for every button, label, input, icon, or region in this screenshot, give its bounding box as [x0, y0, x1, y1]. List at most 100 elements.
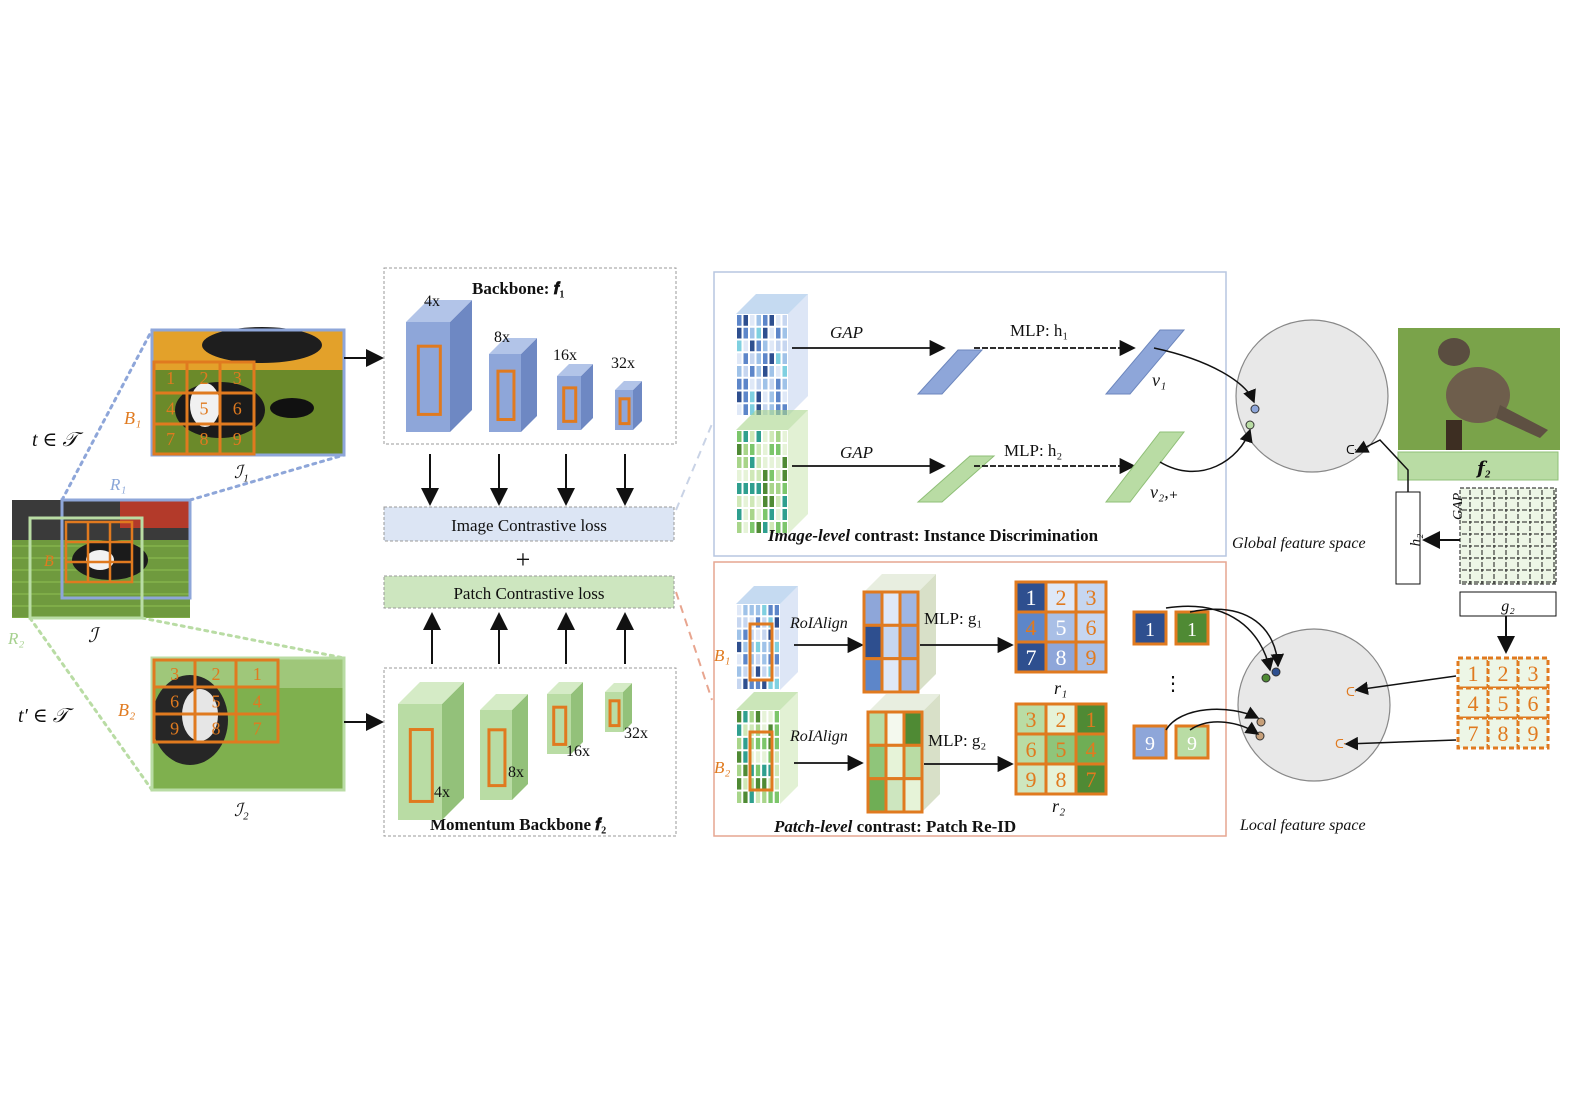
green-feature-map	[736, 410, 808, 534]
patch-green-cell	[749, 778, 754, 790]
pair-bottom-number: 9	[1145, 733, 1155, 755]
patch-green-cell	[762, 751, 767, 763]
small-b-label: B	[44, 553, 54, 570]
patch-blue-cell	[743, 678, 748, 689]
green-map-cell	[756, 470, 761, 481]
top-block-16x-top	[557, 364, 593, 376]
view2-grid-number: 1	[253, 664, 262, 684]
roi-blue-cell	[880, 590, 902, 627]
patch-level-caption-rest: contrast: Patch Re-ID	[852, 817, 1016, 836]
blue-map-cell	[769, 366, 774, 377]
bottom-block-8x-roi	[487, 728, 507, 788]
patch-blue-cell	[762, 629, 767, 640]
view1-grid-numbers: 1 2 3 4 5 6 7 8 9	[166, 368, 242, 449]
bottom-block-16x-top	[547, 682, 583, 694]
backbone-top-blocks: 4x 8x 16x 32x	[406, 293, 642, 432]
blue-map-cell	[776, 340, 781, 352]
patch-green-roi	[748, 730, 774, 792]
original-image: B	[12, 498, 192, 620]
patch-blue-cell	[774, 629, 779, 640]
local-grid-number: 2	[1498, 661, 1509, 686]
green-map-cell	[750, 457, 755, 468]
blue-feature-map	[736, 294, 808, 416]
roi-blue-cell	[898, 590, 920, 627]
boxes2-label: B₂	[118, 700, 135, 720]
blue-map-cell	[756, 327, 761, 339]
mlp-g2-label: MLP: g₂	[928, 731, 986, 750]
patch-blue-cell	[762, 654, 767, 665]
patch-blue-cell	[743, 605, 748, 616]
view1-grid-number: 8	[199, 429, 208, 449]
patch-green-cell	[749, 737, 754, 750]
patch-blue-cell	[768, 678, 773, 689]
local-space-label: Local feature space	[1239, 817, 1366, 834]
local-grid: 1 2 3 4 5 6 7 8 9	[1456, 656, 1550, 750]
pair-top-cell	[1132, 610, 1168, 646]
local-grid-number: 6	[1528, 691, 1539, 716]
patch-blue-cell	[762, 678, 767, 689]
blue-map-cell	[776, 353, 781, 364]
r2-number: 4	[1086, 737, 1097, 762]
blue-map-cell	[743, 340, 748, 352]
r1-number: 3	[1086, 585, 1097, 610]
blue-map-cell	[763, 327, 768, 339]
bottom-block-8x-side	[512, 694, 528, 800]
patch-blue-cell	[749, 617, 754, 628]
gap-right-label: GAP	[1451, 492, 1466, 520]
patch-loss-label: Patch Contrastive loss	[453, 584, 604, 603]
patch-green-cell	[755, 764, 761, 777]
patch-green-top	[736, 692, 798, 710]
r2-number: 9	[1026, 767, 1037, 792]
patch-green-cell	[762, 791, 767, 803]
blue-map-cell	[782, 404, 787, 415]
patch-blue-cell	[755, 666, 761, 677]
green-map-cell	[763, 522, 768, 533]
patch-blue-cell	[743, 666, 748, 677]
blue-map-cell	[750, 391, 755, 403]
green-map-cell	[782, 522, 787, 533]
patch-blue-top	[736, 586, 798, 604]
r1-number: 5	[1056, 615, 1067, 640]
r1-label: r₁	[1054, 678, 1067, 698]
roi-green-cell	[902, 777, 924, 814]
view1-image: 1 2 3 4 5 6 7 8 9	[150, 327, 346, 457]
blue-map-cell	[769, 404, 774, 415]
pair-bottom-cell	[1174, 724, 1210, 760]
backbone-bottom-title: Momentum Backbone 𝒇₂	[430, 815, 606, 834]
view1-grid-number: 7	[166, 429, 175, 449]
patch-level-panel: B₁ B₂ RoIAlign RoIAlign MLP: g₁ MLP: g₂ …	[713, 561, 1227, 837]
green-map-cell	[737, 457, 742, 468]
green-map-cell	[737, 522, 742, 533]
patch-blue-cell	[737, 641, 742, 653]
roi-green-grid	[866, 694, 940, 814]
g2-box	[1459, 591, 1557, 617]
patch-b2-label: B₂	[714, 758, 730, 777]
view2-grid-number: 6	[170, 691, 179, 711]
patch-blue-cell	[755, 678, 761, 689]
green-map-cell	[763, 457, 768, 468]
green-map-cell	[743, 431, 748, 442]
mlp-h1-label: MLP: h₁	[1010, 321, 1068, 340]
blue-map-cell	[737, 404, 742, 415]
roi-green-cell	[884, 710, 906, 747]
roi-green-cell	[866, 710, 888, 747]
v1-label: v₁	[1152, 370, 1166, 390]
blue-map-cell	[750, 366, 755, 377]
bottom-block-16x-roi	[552, 705, 568, 746]
mlp-h2-label: MLP: h₂	[1004, 441, 1062, 460]
patch-green-cell	[743, 737, 748, 750]
pair-top-number: 1	[1187, 619, 1197, 641]
patch-blue-cell	[737, 629, 742, 640]
green-map-cell	[756, 431, 761, 442]
green-map-cell	[743, 522, 748, 533]
patch-blue-cell	[737, 654, 742, 665]
patch-blue-cell	[755, 605, 761, 616]
green-map-cell	[737, 483, 742, 494]
blue-map-cell	[769, 391, 774, 403]
bottom-block-32x-side	[623, 683, 632, 732]
view1-grid-number: 1	[166, 368, 175, 388]
patch-green-cell	[737, 724, 742, 736]
patch-green-cell	[768, 711, 773, 723]
